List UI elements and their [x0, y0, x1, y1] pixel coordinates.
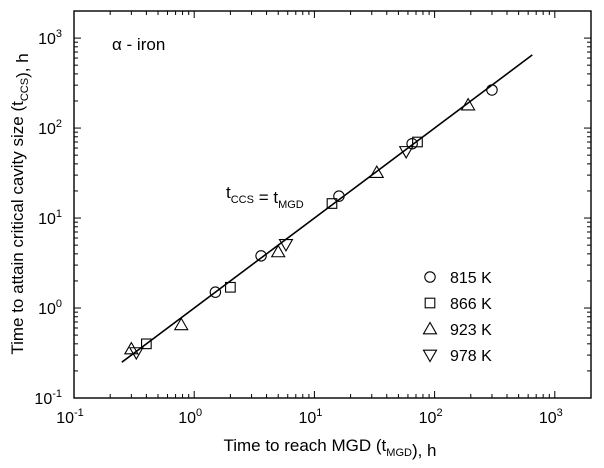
legend-label: 978 K — [450, 348, 492, 365]
tick-labels: 10-1 100 101 102 103 10-1 100 101 102 103 — [34, 28, 562, 427]
plot-frame — [73, 10, 592, 399]
data-point-square — [225, 281, 236, 293]
legend: 815 K 866 K 923 K 978 K — [422, 270, 492, 365]
legend-marker-triangle-up — [422, 321, 438, 335]
legend-marker-triangle-down — [422, 349, 438, 363]
material-label: α - iron — [112, 35, 165, 54]
legend-marker-square — [424, 297, 436, 309]
data-point-circle — [209, 286, 222, 298]
legend-label: 815 K — [450, 270, 492, 287]
data-point-triangle-up — [369, 164, 385, 178]
x-axis-title: Time to reach MGD (tMGD), h — [223, 436, 436, 460]
data-point-square — [412, 136, 423, 148]
data-point-square — [141, 338, 152, 350]
y-tick-label: 103 — [38, 28, 62, 48]
x-tick-label: 103 — [539, 407, 563, 427]
x-tick-label: 100 — [178, 407, 202, 427]
data-point-triangle-up — [173, 317, 189, 331]
plot-area — [73, 10, 592, 399]
data-point-triangle-down — [128, 347, 144, 361]
data-point-triangle-up — [460, 97, 476, 111]
data-point-circle — [255, 250, 267, 262]
y-tick-label: 10-1 — [34, 388, 62, 408]
data-point-circle — [333, 190, 345, 202]
axis-ticks — [73, 10, 592, 399]
data-point-square — [326, 198, 338, 209]
x-tick-label: 101 — [298, 407, 322, 427]
data-point-triangle-up — [270, 244, 286, 258]
legend-marker-circle — [424, 271, 436, 283]
data-points — [123, 84, 498, 361]
data-point-triangle-down — [278, 239, 294, 252]
legend-label: 866 K — [450, 296, 492, 313]
data-point-circle — [486, 84, 498, 96]
x-tick-label: 102 — [419, 407, 443, 427]
equation-label: tCCS = tMGD — [226, 183, 304, 211]
y-tick-label: 100 — [38, 298, 62, 318]
x-tick-label: 10-1 — [56, 407, 84, 427]
data-point-triangle-down — [398, 146, 414, 160]
y-tick-label: 102 — [38, 118, 62, 138]
y-tick-label: 101 — [38, 208, 62, 228]
legend-label: 923 K — [450, 322, 492, 339]
y-axis-title: Time to attain critical cavity size (tCC… — [8, 53, 32, 354]
